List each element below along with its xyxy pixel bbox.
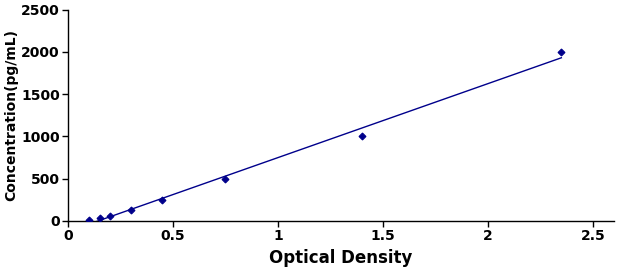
X-axis label: Optical Density: Optical Density bbox=[269, 249, 413, 267]
Y-axis label: Concentration(pg/mL): Concentration(pg/mL) bbox=[4, 29, 18, 201]
